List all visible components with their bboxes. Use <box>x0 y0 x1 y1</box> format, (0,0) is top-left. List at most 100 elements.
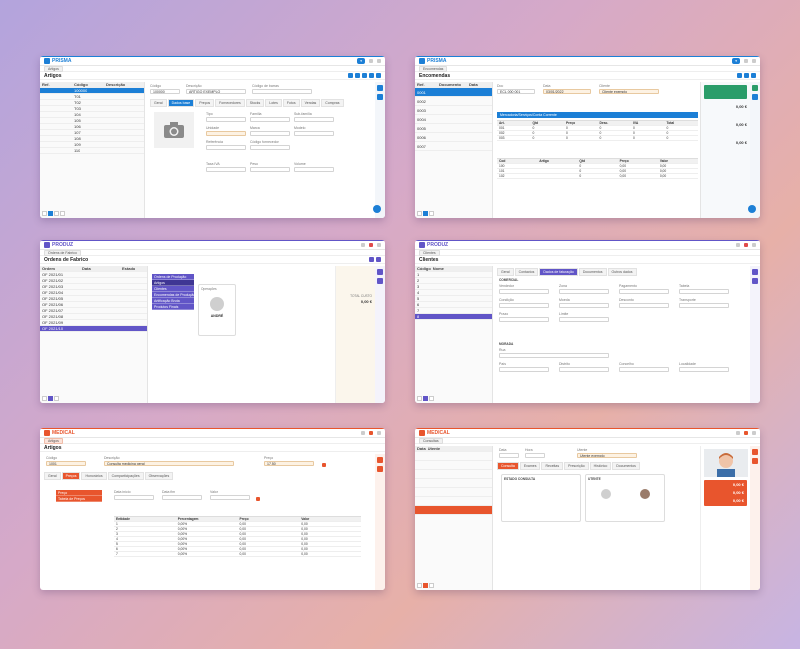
add-icon[interactable] <box>377 269 383 275</box>
data-field[interactable]: 03/01/2022 <box>543 89 591 94</box>
tab-consultas[interactable]: Consultas <box>419 437 443 444</box>
codigo-field[interactable]: 1001 <box>46 461 86 466</box>
pagamento-field[interactable] <box>619 289 669 294</box>
col-descricao[interactable]: Descrição <box>106 82 126 87</box>
table-row[interactable]: 105 <box>40 118 144 124</box>
next-page-button[interactable] <box>429 396 434 401</box>
vendedor-field[interactable] <box>499 289 549 294</box>
add-icon[interactable] <box>377 85 383 91</box>
tab-documentos[interactable]: Documentos <box>578 268 607 276</box>
desconto-field[interactable] <box>619 303 669 308</box>
user-icon[interactable] <box>736 430 740 435</box>
iva-checkbox[interactable] <box>256 497 260 501</box>
tab-observacoes[interactable]: Observações <box>144 472 174 480</box>
table-row[interactable]: T02 <box>40 100 144 106</box>
table-row[interactable]: T03 <box>40 106 144 112</box>
tab-documentos[interactable]: Documentos <box>612 462 640 470</box>
tab-prescricao[interactable]: Prescrição <box>564 462 589 470</box>
user-icon[interactable] <box>744 58 748 63</box>
user-icon[interactable] <box>361 430 365 435</box>
list-icon[interactable] <box>377 466 383 472</box>
logout-icon[interactable] <box>377 430 381 435</box>
table-row[interactable]: 1 0,00% 0,00 0,00 <box>114 522 361 527</box>
menu-item[interactable]: Artigos <box>152 280 194 286</box>
table-row[interactable]: OF 2021/01 <box>40 272 147 278</box>
menu-item[interactable]: Preço <box>56 490 102 496</box>
col-ref[interactable]: Ref. <box>42 82 50 87</box>
table-row[interactable]: 109 <box>40 142 144 148</box>
data-inicio-field[interactable] <box>114 495 154 500</box>
table-row[interactable] <box>415 488 492 497</box>
list-icon[interactable] <box>752 278 758 284</box>
cliente-field[interactable]: Cliente exemplo <box>599 89 659 94</box>
first-page-button[interactable] <box>42 396 47 401</box>
rua-field[interactable] <box>499 353 609 358</box>
table-row[interactable]: 107 <box>40 130 144 136</box>
tab-historico[interactable]: Histórico <box>589 462 612 470</box>
logout-icon[interactable] <box>377 58 381 63</box>
col-data[interactable]: Data <box>82 266 91 271</box>
table-row[interactable]: OF 2021/08 <box>40 314 147 320</box>
print-icon[interactable] <box>369 73 374 78</box>
descricao-field[interactable]: ARTIGO EXEMPLO <box>186 89 246 94</box>
next-page-button[interactable] <box>54 396 59 401</box>
table-row[interactable]: 8 <box>415 314 492 320</box>
notification-icon[interactable] <box>369 430 373 435</box>
next-page-button[interactable] <box>60 211 65 216</box>
valor-field[interactable] <box>210 495 250 500</box>
delete-icon[interactable] <box>362 73 367 78</box>
table-row[interactable]: OF 2021/06 <box>40 302 147 308</box>
zona-field[interactable] <box>559 289 609 294</box>
utente-field[interactable]: Utente exemplo <box>577 453 637 458</box>
table-row[interactable]: 106 <box>40 124 144 130</box>
chat-icon[interactable] <box>748 205 756 213</box>
first-page-button[interactable] <box>417 396 422 401</box>
user-icon[interactable] <box>736 242 740 247</box>
list-icon[interactable] <box>377 278 383 284</box>
table-row[interactable]: 1 <box>415 272 492 278</box>
page-1-button[interactable] <box>423 211 428 216</box>
doc-field[interactable]: ECL 000 001 <box>497 89 535 94</box>
codigo-field[interactable]: 100000 <box>150 89 180 94</box>
new-icon[interactable] <box>348 73 353 78</box>
table-row[interactable]: 0002 <box>415 97 492 106</box>
peso-field[interactable] <box>250 167 290 172</box>
table-row[interactable]: 6 <box>415 302 492 308</box>
tab-outros[interactable]: Outros dados <box>607 268 637 276</box>
table-row[interactable]: 0004 <box>415 115 492 124</box>
add-icon[interactable] <box>752 269 758 275</box>
tab-faturacao[interactable]: Dados de faturação <box>539 268 578 276</box>
table-row[interactable] <box>415 497 492 506</box>
add-icon[interactable] <box>752 85 758 91</box>
section-header[interactable]: Mercadoria/Serviços/Conta Corrente <box>497 112 698 118</box>
table-row[interactable] <box>415 506 492 515</box>
table-row[interactable] <box>415 452 492 461</box>
operation-card[interactable]: Operações ANDRÉ <box>198 284 236 336</box>
col-estado[interactable]: Estado <box>122 266 136 271</box>
condicao-field[interactable] <box>499 303 549 308</box>
table-row[interactable]: OF 2021/10 <box>40 326 147 332</box>
table-row[interactable]: OF 2021/03 <box>40 284 147 290</box>
tab-stocks[interactable]: Stocks <box>245 99 265 107</box>
tipo-field[interactable] <box>206 117 246 122</box>
table-row[interactable]: 2 <box>415 278 492 284</box>
add-icon[interactable] <box>752 449 758 455</box>
table-row[interactable]: 5 0,00% 0,00 0,00 <box>114 542 361 547</box>
first-page-button[interactable] <box>417 583 422 588</box>
marca-field[interactable] <box>250 131 290 136</box>
tabela-field[interactable] <box>679 289 729 294</box>
table-row[interactable]: 0005 <box>415 124 492 133</box>
table-row[interactable]: OF 2021/09 <box>40 320 147 326</box>
tab-precos[interactable]: Preços <box>61 472 81 480</box>
preco-field[interactable]: 17,50 <box>264 461 314 466</box>
refresh-icon[interactable] <box>376 73 381 78</box>
table-row[interactable]: 104 <box>40 112 144 118</box>
logout-icon[interactable] <box>377 242 381 247</box>
table-row[interactable]: 0001 <box>415 88 492 97</box>
company-selector[interactable]: ▾ <box>357 57 365 64</box>
list-icon[interactable] <box>377 94 383 100</box>
table-row[interactable]: 0003 <box>415 106 492 115</box>
cod-fornecedor-field[interactable] <box>250 145 290 150</box>
menu-item[interactable]: Encomendas de Produção <box>152 293 194 298</box>
tab-geral[interactable]: Geral <box>44 472 61 480</box>
